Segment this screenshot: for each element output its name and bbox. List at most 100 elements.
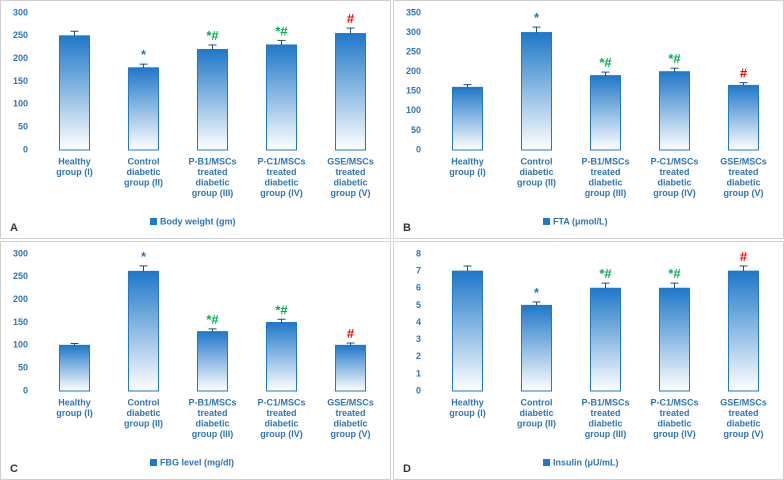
legend-swatch — [150, 218, 157, 225]
x-tick-label: diabetic — [657, 418, 691, 428]
x-tick-label: group (IV) — [653, 188, 696, 198]
significance-marker: *# — [206, 312, 219, 327]
x-tick-label: group (IV) — [260, 188, 303, 198]
x-tick-label: diabetic — [126, 408, 160, 418]
x-tick-label: diabetic — [519, 167, 553, 177]
y-tick-label: 250 — [13, 271, 28, 281]
y-tick-label: 7 — [416, 266, 421, 276]
y-tick-label: 200 — [13, 294, 28, 304]
panel-label: B — [403, 222, 411, 234]
y-tick-label: 200 — [13, 53, 28, 63]
x-tick-label: group (V) — [331, 188, 371, 198]
x-tick-label: diabetic — [588, 177, 622, 187]
marker-symbol: # — [280, 24, 288, 39]
marker-symbol: # — [740, 249, 748, 264]
marker-symbol: * — [141, 249, 147, 264]
error-bar — [739, 265, 748, 272]
x-tick-label: P-B1/MSCs — [188, 397, 236, 407]
x-tick-label: treated — [335, 408, 365, 418]
x-tick-label: group (III) — [585, 188, 627, 198]
bar — [728, 84, 759, 151]
marker-symbol: * — [275, 303, 281, 318]
x-tick-label: group (II) — [124, 177, 163, 187]
x-tick-label: treated — [728, 167, 758, 177]
error-bar — [532, 26, 541, 33]
error-bar — [670, 67, 679, 72]
x-tick-label: GSE/MSCs — [327, 156, 374, 166]
bar — [197, 49, 228, 151]
significance-marker: *# — [668, 267, 681, 282]
x-tick-label: GSE/MSCs — [720, 156, 767, 166]
y-tick-label: 250 — [13, 30, 28, 40]
x-tick-label: group (IV) — [260, 429, 303, 439]
bar — [728, 270, 759, 392]
marker-symbol: * — [206, 312, 212, 327]
error-bar — [739, 82, 748, 86]
x-tick-label: diabetic — [333, 177, 367, 187]
x-tick-label: group (I) — [56, 408, 93, 418]
significance-marker: * — [534, 11, 540, 26]
x-tick-label: diabetic — [126, 167, 160, 177]
y-tick-label: 100 — [406, 105, 421, 115]
x-tick-label: treated — [197, 167, 227, 177]
x-tick-label: diabetic — [657, 177, 691, 187]
legend-label: Body weight (gm) — [160, 216, 236, 226]
bar — [335, 344, 366, 392]
x-tick-label: treated — [659, 408, 689, 418]
y-tick-label: 0 — [23, 144, 28, 154]
bar — [590, 75, 621, 151]
marker-symbol: # — [673, 52, 681, 67]
significance-marker: *# — [599, 267, 612, 282]
legend-swatch — [150, 459, 157, 466]
bar — [59, 344, 90, 392]
y-tick-label: 100 — [13, 99, 28, 109]
x-tick-label: diabetic — [264, 418, 298, 428]
x-tick-label: group (V) — [724, 188, 764, 198]
y-tick-label: 5 — [416, 300, 421, 310]
marker-symbol: * — [534, 285, 540, 300]
x-tick-label: Healthy — [451, 156, 484, 166]
error-bar — [139, 63, 148, 68]
legend-label: FTA (μmol/L) — [553, 216, 608, 226]
x-tick-label: Control — [128, 156, 160, 166]
marker-symbol: * — [141, 48, 147, 63]
bar — [521, 32, 552, 151]
bar — [128, 67, 159, 151]
x-tick-label: diabetic — [519, 408, 553, 418]
bar — [128, 270, 159, 392]
x-tick-label: group (V) — [724, 429, 764, 439]
x-tick-label: group (II) — [517, 177, 556, 187]
bar — [452, 86, 483, 151]
error-bar — [463, 265, 472, 272]
x-tick-label: Control — [128, 397, 160, 407]
x-tick-label: Healthy — [58, 397, 91, 407]
bar — [266, 44, 297, 151]
significance-marker: # — [347, 326, 355, 341]
error-bar — [346, 342, 355, 346]
significance-marker: * — [141, 249, 147, 264]
x-tick-label: group (I) — [449, 408, 486, 418]
bar — [452, 270, 483, 392]
error-bar — [70, 343, 79, 346]
bar — [197, 331, 228, 392]
error-bar — [670, 282, 679, 289]
x-tick-label: group (II) — [124, 418, 163, 428]
error-bar — [277, 39, 286, 45]
x-tick-label: GSE/MSCs — [327, 397, 374, 407]
y-tick-label: 2 — [416, 351, 421, 361]
y-tick-label: 4 — [416, 317, 421, 327]
marker-symbol: * — [534, 11, 540, 26]
x-tick-label: group (I) — [449, 167, 486, 177]
marker-symbol: * — [599, 267, 605, 282]
y-tick-label: 200 — [406, 66, 421, 76]
marker-symbol: * — [275, 24, 281, 39]
legend-swatch — [543, 218, 550, 225]
x-tick-label: group (V) — [331, 429, 371, 439]
x-tick-label: treated — [266, 408, 296, 418]
error-bar — [208, 44, 217, 50]
y-tick-label: 300 — [406, 27, 421, 37]
marker-symbol: # — [280, 303, 288, 318]
y-tick-label: 6 — [416, 283, 421, 293]
